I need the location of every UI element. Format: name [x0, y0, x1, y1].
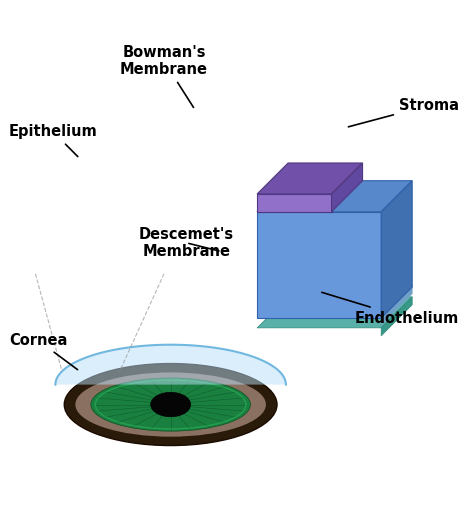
Ellipse shape [64, 364, 277, 445]
Polygon shape [381, 285, 412, 325]
Polygon shape [381, 297, 412, 336]
Polygon shape [381, 181, 412, 318]
Polygon shape [257, 285, 412, 316]
Ellipse shape [151, 392, 191, 417]
Text: Stroma: Stroma [348, 98, 459, 127]
Polygon shape [257, 212, 381, 318]
Polygon shape [257, 297, 412, 328]
Text: Cornea: Cornea [9, 333, 78, 369]
Ellipse shape [75, 373, 266, 437]
Text: Descemet's
Membrane: Descemet's Membrane [138, 227, 234, 259]
Polygon shape [257, 194, 331, 212]
Polygon shape [331, 163, 363, 212]
Text: Bowman's
Membrane: Bowman's Membrane [120, 45, 208, 107]
Text: Endothelium: Endothelium [322, 292, 459, 326]
Ellipse shape [91, 378, 250, 431]
Text: Epithelium: Epithelium [9, 125, 98, 157]
Polygon shape [257, 181, 412, 212]
Polygon shape [257, 163, 363, 194]
